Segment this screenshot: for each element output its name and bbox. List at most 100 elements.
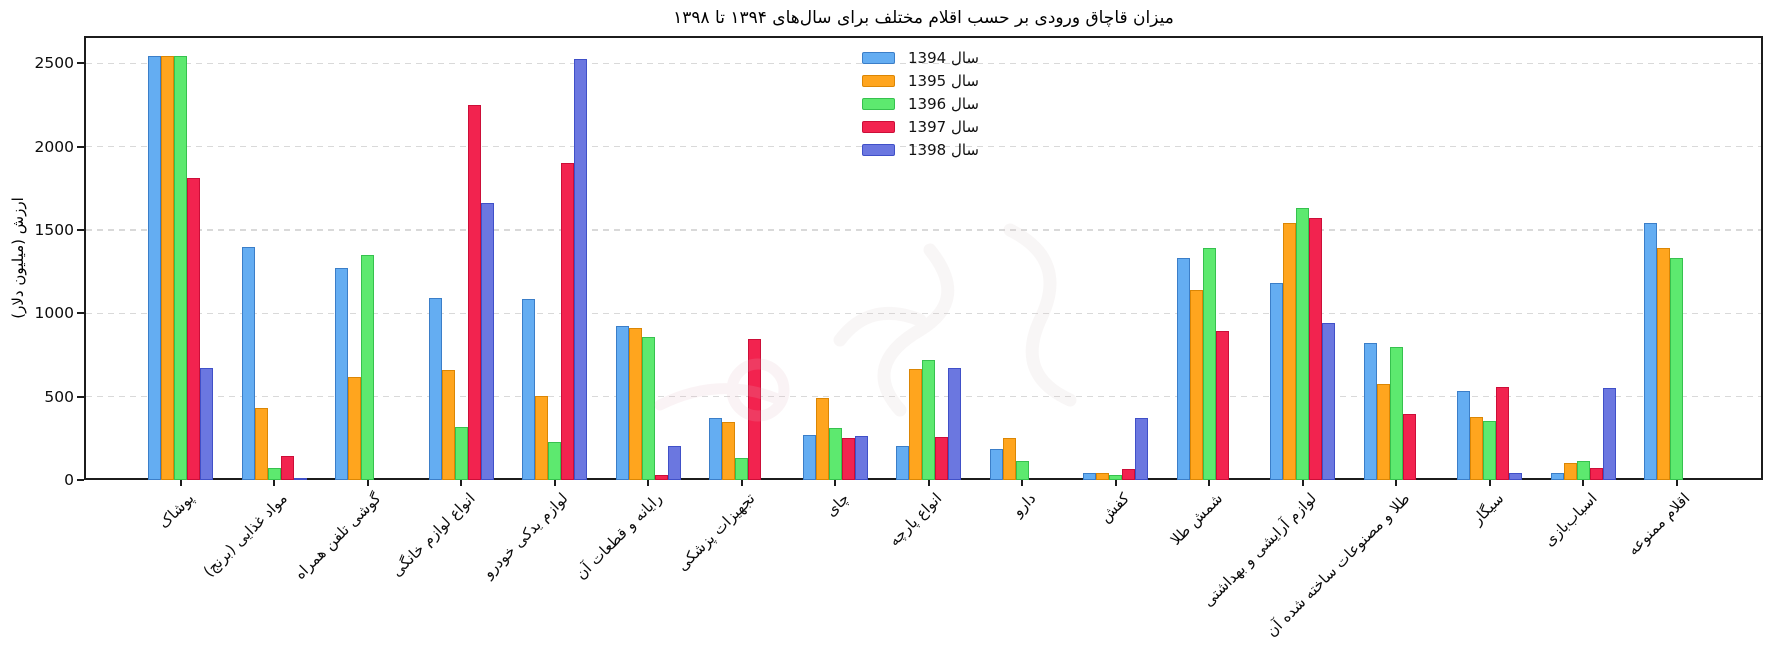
bar: [348, 376, 362, 480]
legend-item: سال 1398: [862, 138, 979, 161]
x-tick-mark: [927, 480, 930, 486]
x-tick-mark: [553, 480, 556, 486]
bar: [989, 449, 1003, 480]
x-tick-mark: [273, 480, 276, 486]
y-tick-label: 1500: [34, 221, 74, 239]
bar: [148, 55, 162, 480]
bar: [1189, 290, 1203, 480]
y-gridline: [86, 312, 1761, 315]
y-tick-label: 0: [64, 471, 74, 489]
bar: [628, 328, 642, 480]
bar: [1270, 282, 1284, 480]
x-tick-mark: [834, 480, 837, 486]
x-tick-mark: [460, 480, 463, 486]
bar: [935, 436, 949, 480]
y-gridline: [86, 229, 1761, 231]
bar: [1509, 472, 1523, 480]
bar: [1483, 420, 1497, 480]
legend-item: سال 1397: [862, 115, 979, 138]
bar: [1135, 417, 1149, 480]
legend-swatch: [862, 120, 895, 133]
bar: [267, 468, 281, 480]
x-tick-mark: [1114, 480, 1117, 486]
bar: [535, 395, 549, 480]
bar: [748, 339, 762, 480]
x-tick-mark: [1395, 480, 1398, 486]
legend-item: سال 1395: [862, 69, 979, 92]
legend-label: سال 1396: [908, 94, 979, 113]
bar: [735, 457, 749, 480]
y-tick-label: 2500: [34, 54, 74, 73]
bar: [548, 441, 562, 480]
bar: [454, 426, 468, 480]
chart-title: میزان قاچاق ورودی بر حسب اقلام مختلف برا…: [673, 8, 1174, 28]
x-tick-mark: [1488, 480, 1491, 486]
x-tick-mark: [179, 480, 182, 486]
bar: [280, 455, 294, 480]
legend-swatch: [862, 74, 895, 87]
bar: [241, 246, 255, 480]
x-tick-label: پوشاک: [154, 489, 198, 533]
bar: [441, 370, 455, 480]
bar: [709, 418, 723, 480]
y-tick-label: 1000: [34, 304, 74, 323]
y-axis-label: ارزش (میلیون دلار): [9, 197, 27, 319]
bar: [187, 177, 201, 480]
bar: [1015, 460, 1029, 480]
legend-label: سال 1397: [908, 117, 979, 136]
x-tick-label: چای: [821, 489, 853, 521]
x-tick-label: مواد غذایی (برنج): [200, 489, 292, 581]
legend-label: سال 1394: [908, 48, 979, 67]
bar: [522, 299, 536, 480]
legend-item: سال 1394: [862, 46, 979, 69]
legend-label: سال 1395: [908, 71, 979, 90]
y-tick-mark: [77, 145, 84, 148]
bar: [854, 435, 868, 480]
bar: [815, 398, 829, 480]
x-tick-mark: [647, 480, 650, 486]
bar: [1496, 386, 1510, 480]
x-tick-mark: [1301, 480, 1304, 486]
legend-item: سال 1396: [862, 92, 979, 115]
legend-swatch: [862, 51, 895, 64]
x-tick-mark: [366, 480, 369, 486]
bar: [948, 367, 962, 480]
bar: [841, 437, 855, 480]
bar: [615, 325, 629, 480]
bar: [667, 445, 681, 480]
x-tick-label: سیگار: [1467, 489, 1507, 529]
bar: [1083, 473, 1097, 480]
bar: [922, 360, 936, 480]
x-tick-label: رایانه و قطعات آن: [571, 489, 666, 583]
bar: [1322, 322, 1336, 480]
bar: [722, 421, 736, 480]
x-tick-mark: [1582, 480, 1585, 486]
bar: [1670, 257, 1684, 480]
bar: [1296, 208, 1310, 480]
bar: [1457, 390, 1471, 480]
x-tick-label: لوازم یدکی خودرو: [479, 489, 572, 582]
bar: [574, 59, 588, 480]
bar: [1576, 460, 1590, 480]
bar: [1657, 247, 1671, 480]
bar: [561, 162, 575, 480]
y-tick-mark: [77, 312, 84, 315]
x-tick-label: تجهیزات پزشکی: [673, 489, 759, 575]
bar: [1589, 468, 1603, 480]
y-tick-mark: [77, 479, 84, 481]
bar: [1109, 475, 1123, 480]
bar: [1376, 384, 1390, 480]
x-tick-label: انواع پارچه: [885, 489, 946, 550]
bar: [1283, 223, 1297, 480]
bar: [335, 268, 349, 480]
x-tick-label: اقلام ممنوعه: [1624, 489, 1694, 559]
x-tick-label: گوشی تلفن همراه: [291, 489, 385, 584]
bar: [1096, 472, 1110, 480]
bar: [641, 336, 655, 480]
bar: [1550, 472, 1564, 480]
bar: [828, 428, 842, 480]
bar: [361, 255, 375, 480]
bar: [480, 203, 494, 480]
bar: [1309, 217, 1323, 480]
